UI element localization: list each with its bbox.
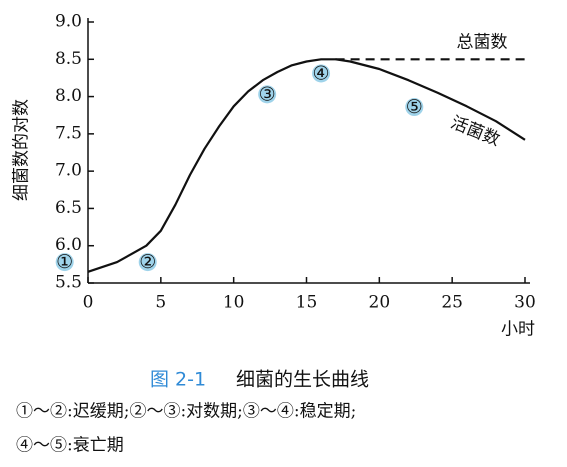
annotation-marker — [312, 64, 331, 83]
caption-number: 图 2-1 — [150, 369, 206, 391]
y-tick-label: 8.5 — [55, 49, 82, 69]
y-tick-label: 6.5 — [55, 198, 82, 218]
caption-title: 细菌的生长曲线 — [236, 369, 369, 391]
y-tick-label: 6.0 — [55, 235, 82, 255]
y-tick-label: 9.0 — [55, 12, 82, 32]
x-tick-label: 0 — [83, 293, 94, 313]
x-tick-label: 20 — [369, 293, 391, 313]
series-line — [87, 58, 526, 273]
annotation-marker — [138, 253, 157, 272]
note: ④～⑤:衰亡期 — [16, 436, 124, 456]
annotation: ③ — [259, 83, 276, 105]
x-tick-label: 25 — [441, 293, 463, 313]
annotation: ⑤ — [406, 96, 423, 118]
y-tick-label: 7.5 — [55, 123, 82, 143]
x-tick-label: 5 — [155, 293, 166, 313]
annotation-marker — [258, 85, 277, 104]
x-tick-label: 30 — [514, 293, 536, 313]
y-tick-label: 5.5 — [55, 273, 82, 293]
series-label: 活菌数 — [448, 113, 503, 151]
y-tick-label: 7.0 — [55, 161, 82, 181]
series-label: 总菌数 — [457, 33, 508, 53]
annotation: ② — [139, 251, 156, 273]
x-tick-label: 10 — [223, 293, 245, 313]
y-axis-label: 细菌数的对数 — [12, 99, 32, 201]
annotation-marker — [55, 253, 74, 272]
annotation: ④ — [313, 62, 330, 84]
annotation: ① — [56, 251, 73, 273]
x-tick-label: 15 — [296, 293, 318, 313]
note: ①～②:迟缓期;②～③:对数期;③～④:稳定期; — [16, 402, 356, 422]
y-tick-label: 8.0 — [55, 86, 82, 106]
annotation-marker — [405, 98, 424, 117]
x-axis-label: 小时 — [501, 320, 535, 340]
